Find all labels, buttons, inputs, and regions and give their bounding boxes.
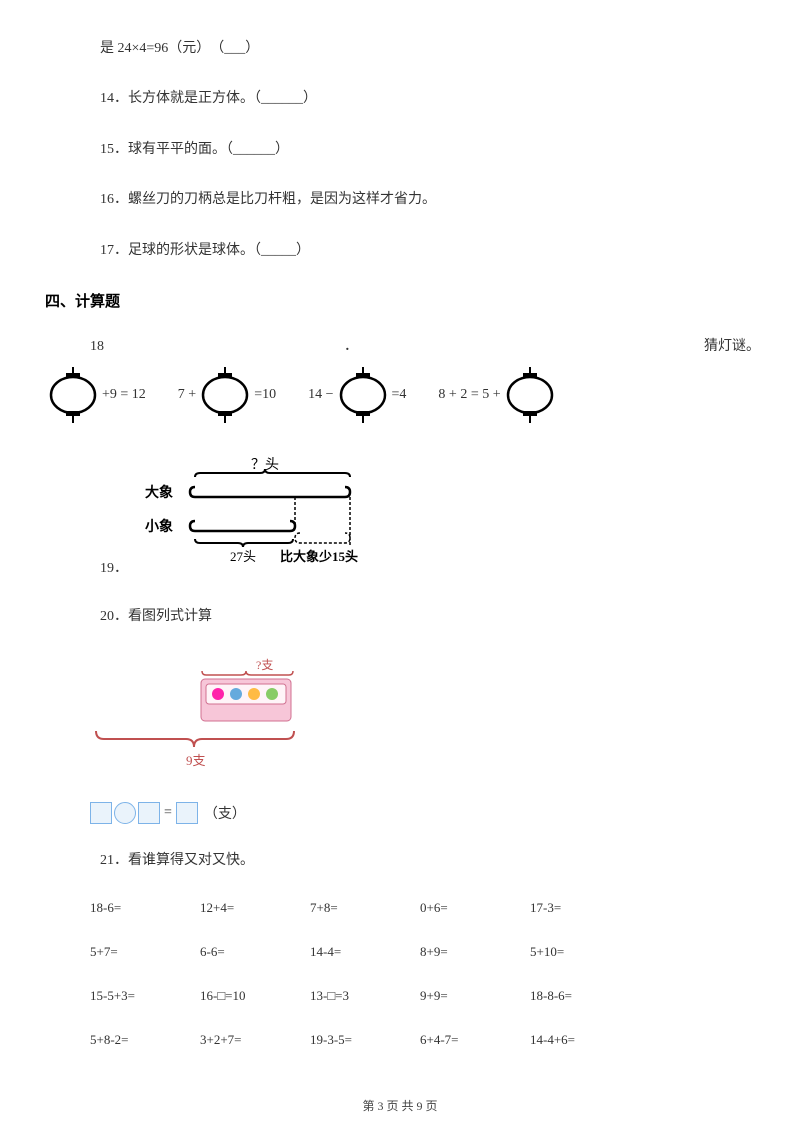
eq2-suffix: =10 [250, 387, 280, 403]
calc-cell: 3+2+7= [200, 1032, 310, 1048]
box-equation: = （支） [90, 802, 710, 824]
eq2-prefix: 7 + [174, 387, 200, 403]
calc-cell: 18-6= [90, 900, 200, 916]
page-footer: 第 3 页 共 9 页 [0, 1097, 800, 1114]
elephant-27: 27头 [230, 549, 256, 564]
lantern-icon [200, 365, 250, 425]
q15: 15．球有平平的面。（______） [100, 139, 710, 161]
eq3-suffix: =4 [388, 387, 411, 403]
box-eq-suffix: （支） [204, 803, 246, 823]
q18-number: 18 [90, 339, 104, 355]
pencil-diagram: ?支 9支 [86, 657, 710, 782]
lantern-eq-1: +9 = 12 [48, 365, 150, 425]
blank-square-icon [138, 802, 160, 824]
lantern-icon [505, 365, 555, 425]
calc-cell: 14-4+6= [530, 1032, 640, 1048]
q14: 14．长方体就是正方体。（______） [100, 88, 710, 110]
lantern-eq-2: 7 + =10 [174, 365, 280, 425]
section-4-title: 四、计算题 [45, 290, 710, 311]
calc-cell: 13-□=3 [310, 988, 420, 1004]
calc-cell: 7+8= [310, 900, 420, 916]
calc-cell: 0+6= [420, 900, 530, 916]
calc-cell: 6+4-7= [420, 1032, 530, 1048]
calc-cell: 17-3= [530, 900, 640, 916]
calc-cell: 5+8-2= [90, 1032, 200, 1048]
elephant-diagram: ？头 大象 小象 27头 比大象少15头 [140, 455, 710, 570]
q17: 17．足球的形状是球体。（_____） [100, 240, 710, 262]
lantern-eq-3: 14 − =4 [304, 365, 410, 425]
calc-cell: 5+10= [530, 944, 640, 960]
calc-cell: 16-□=10 [200, 988, 310, 1004]
calc-row: 18-6=12+4=7+8=0+6=17-3= [90, 900, 710, 916]
calc-row: 5+7=6-6=14-4=8+9=5+10= [90, 944, 710, 960]
lantern-icon [48, 365, 98, 425]
calc-cell: 19-3-5= [310, 1032, 420, 1048]
calc-row: 5+8-2=3+2+7=19-3-5=6+4-7=14-4+6= [90, 1032, 710, 1048]
calc-cell: 6-6= [200, 944, 310, 960]
elephant-small-label: 小象 [145, 518, 173, 535]
q13-continuation: 是 24×4=96（元） （___） [100, 38, 710, 60]
calc-cell: 12+4= [200, 900, 310, 916]
pencil-bottom-label: 9支 [186, 753, 206, 768]
lantern-equation-row: +9 = 12 7 + =10 14 − [48, 365, 710, 425]
q18-tail: 猜灯谜。 [704, 335, 760, 355]
calc-cell: 9+9= [420, 988, 530, 1004]
calc-cell: 18-8-6= [530, 988, 640, 1004]
q16: 16．螺丝刀的刀柄总是比刀杆粗，是因为这样才省力。 [100, 189, 710, 211]
q21: 21．看谁算得又对又快。 [100, 850, 710, 872]
eq1-suffix: +9 = 12 [98, 387, 150, 403]
blank-square-icon [90, 802, 112, 824]
eq4-prefix: 8 + 2 = 5 + [434, 387, 504, 403]
lantern-icon [338, 365, 388, 425]
calc-grid: 18-6=12+4=7+8=0+6=17-3= 5+7=6-6=14-4=8+9=… [90, 900, 710, 1048]
q20: 20．看图列式计算 [100, 606, 710, 628]
calc-cell: 8+9= [420, 944, 530, 960]
equals-text: = [162, 805, 174, 821]
q18-dot: ． [344, 335, 358, 355]
elephant-big-label: 大象 [145, 484, 173, 501]
calc-cell: 5+7= [90, 944, 200, 960]
elephant-less15: 比大象少15头 [280, 549, 358, 564]
eq3-prefix: 14 − [304, 387, 337, 403]
pencil-top-label: ?支 [256, 658, 273, 672]
calc-cell: 14-4= [310, 944, 420, 960]
calc-row: 15-5+3=16-□=1013-□=39+9=18-8-6= [90, 988, 710, 1004]
lantern-eq-4: 8 + 2 = 5 + [434, 365, 554, 425]
blank-circle-icon [114, 802, 136, 824]
blank-square-icon [176, 802, 198, 824]
calc-cell: 15-5+3= [90, 988, 200, 1004]
